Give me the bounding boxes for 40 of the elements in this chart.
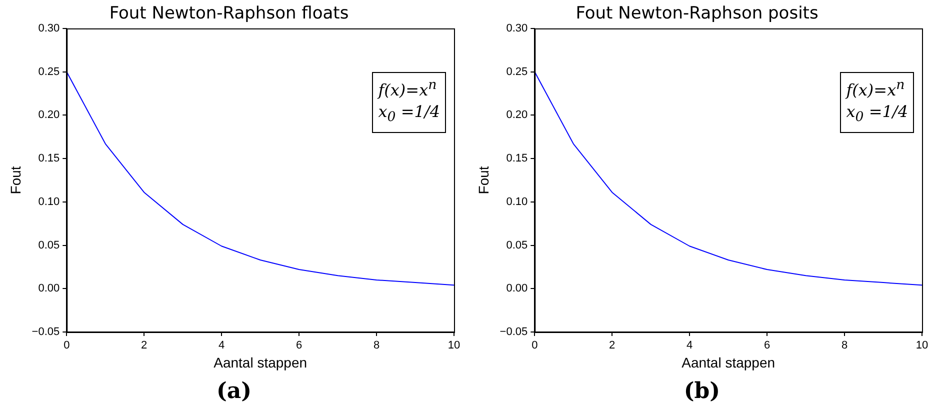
y-tick-label: 0.25 [38,66,60,78]
text: (b) [682,378,722,404]
x-tick-label: 10 [448,340,460,352]
x-axis-title: Aantal stappen [214,354,308,370]
x-tick-label: 0 [532,340,538,352]
y-tick-label: −0.05 [500,326,528,338]
chart-title: Fout Newton-Raphson posits [576,4,818,24]
x-tick-label: 4 [218,340,225,352]
x-tick-label: 8 [841,340,848,352]
y-tick-label: 0.10 [506,196,528,208]
y-tick-label: 0.25 [506,66,528,78]
chart-title: Fout Newton-Raphson floats [109,4,349,24]
y-tick-label: 0.20 [38,109,60,122]
y-tick-label: 0.15 [506,152,528,165]
y-tick-label: 0.00 [38,282,60,295]
y-tick-label: −0.05 [32,326,60,338]
y-tick-label: 0.00 [506,282,528,295]
x-tick-label: 6 [296,340,302,352]
x-tick-label: 0 [64,340,70,352]
annotation: x$_{0}$ =1/4 [846,101,908,128]
annotation: x$_{0}$ =1/4 [378,101,440,128]
y-tick-label: 0.10 [38,196,60,208]
x-tick-label: 4 [686,340,693,352]
text: (a) [215,378,253,404]
annotation: f(x)=x$^{n}$ [846,77,906,102]
x-tick-label: 6 [764,340,770,352]
x-tick-label: 10 [916,340,928,352]
annotation: f(x)=x$^{n}$ [378,77,438,102]
y-tick-label: 0.05 [506,239,528,252]
y-tick-label: 0.30 [38,22,60,34]
y-tick-label: 0.05 [38,239,60,252]
x-tick-label: 2 [609,340,616,352]
y-axis-title: Fout [475,166,492,194]
x-axis-title: Aantal stappen [682,354,776,370]
y-tick-label: 0.20 [506,109,528,122]
x-tick-label: 2 [141,340,148,352]
y-tick-label: 0.30 [506,22,528,34]
y-tick-label: 0.15 [38,152,60,165]
y-axis-title: Fout [7,166,24,194]
x-tick-label: 8 [373,340,380,352]
